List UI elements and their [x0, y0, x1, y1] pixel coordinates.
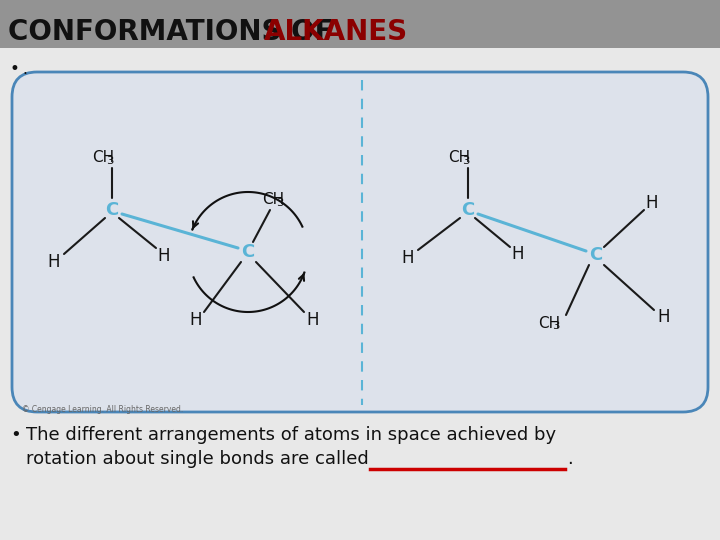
Text: 3: 3 — [552, 321, 559, 331]
Text: C: C — [105, 201, 119, 219]
Text: H: H — [402, 249, 414, 267]
Text: C: C — [590, 246, 603, 264]
Text: The different arrangements of atoms in space achieved by: The different arrangements of atoms in s… — [26, 426, 556, 444]
Text: H: H — [190, 311, 202, 329]
Text: © Cengage Learning. All Rights Reserved.: © Cengage Learning. All Rights Reserved. — [22, 405, 184, 414]
Text: •: • — [10, 426, 21, 444]
Text: H: H — [646, 194, 658, 212]
Bar — [0, 0, 720, 48]
Text: CH: CH — [448, 151, 470, 165]
Text: 3: 3 — [462, 156, 469, 166]
Text: 3: 3 — [276, 198, 283, 208]
Text: rotation about single bonds are called: rotation about single bonds are called — [26, 450, 374, 468]
Text: CH: CH — [92, 151, 114, 165]
Text: H: H — [158, 247, 170, 265]
Text: H: H — [48, 253, 60, 271]
Text: CONFORMATIONS OF: CONFORMATIONS OF — [8, 18, 343, 46]
Text: C: C — [241, 243, 255, 261]
Text: .: . — [567, 450, 572, 468]
Text: •: • — [10, 60, 20, 78]
Text: C: C — [462, 201, 474, 219]
Text: CH: CH — [262, 192, 284, 207]
Text: 3: 3 — [106, 156, 113, 166]
Text: H: H — [658, 308, 670, 326]
Text: H: H — [307, 311, 319, 329]
Text: H: H — [512, 245, 524, 263]
Text: .: . — [22, 62, 27, 77]
FancyBboxPatch shape — [12, 72, 708, 412]
Text: ALKANES: ALKANES — [264, 18, 408, 46]
Text: CH: CH — [538, 315, 560, 330]
